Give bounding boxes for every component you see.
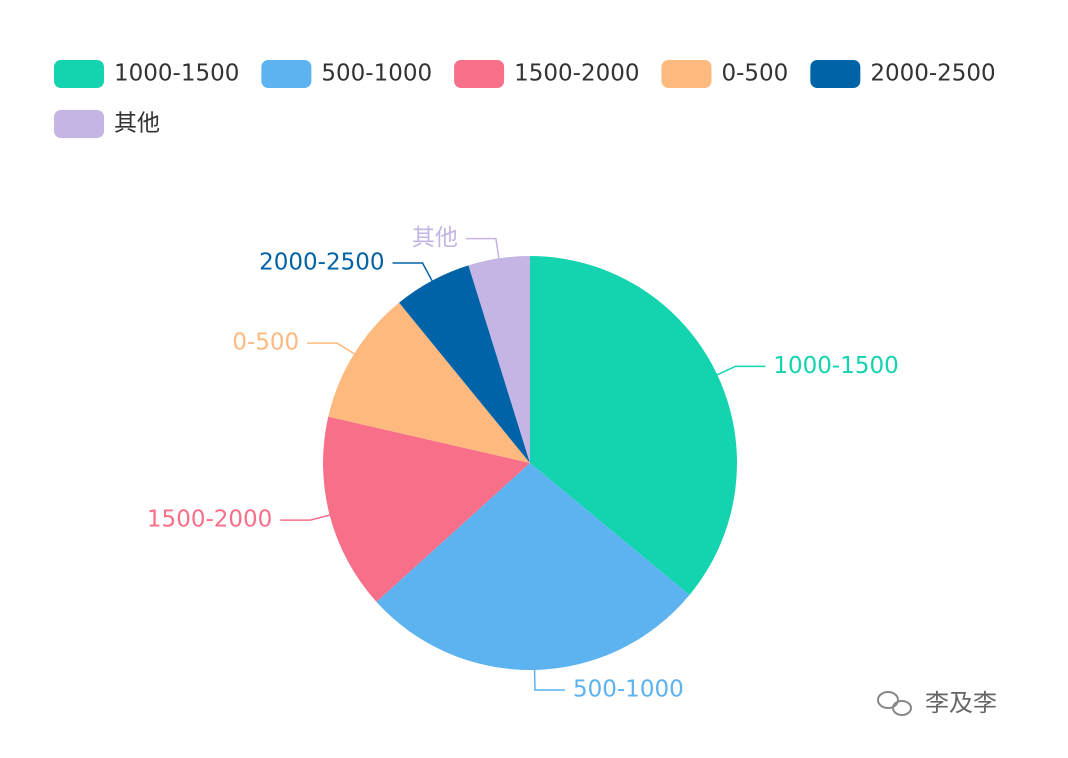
label-line <box>280 514 330 521</box>
pie-slice <box>376 463 690 670</box>
label-line <box>307 342 355 355</box>
pie-slice <box>468 256 530 463</box>
slice-label: 2000-2500 <box>259 250 384 276</box>
slice-label: 0-500 <box>232 330 299 356</box>
slice-label: 1000-1500 <box>773 353 898 379</box>
pie-slice <box>399 265 530 463</box>
legend-swatch <box>54 60 104 88</box>
slice-label: 1500-2000 <box>147 507 272 533</box>
legend-label: 1500-2000 <box>514 61 639 87</box>
label-line <box>533 669 565 691</box>
pie-slice <box>328 302 530 463</box>
legend-label: 500-1000 <box>321 61 432 87</box>
label-line <box>716 365 766 376</box>
legend-label: 0-500 <box>721 61 788 87</box>
legend-swatch <box>454 60 505 88</box>
legend-label: 1000-1500 <box>114 61 239 87</box>
legend-label: 2000-2500 <box>870 61 995 87</box>
legend-swatch <box>54 110 104 138</box>
legend-swatch <box>810 60 861 88</box>
legend-label: 其他 <box>114 111 160 137</box>
legend-swatch <box>261 60 312 88</box>
label-line <box>392 262 433 282</box>
label-line <box>465 237 500 259</box>
pie-slice <box>323 416 530 602</box>
pie-slice <box>530 256 737 595</box>
slice-label: 500-1000 <box>573 676 684 702</box>
legend-swatch <box>661 60 712 88</box>
slice-label: 其他 <box>412 225 458 251</box>
watermark: 李及李 <box>925 689 997 717</box>
watermark-icon <box>877 691 912 716</box>
